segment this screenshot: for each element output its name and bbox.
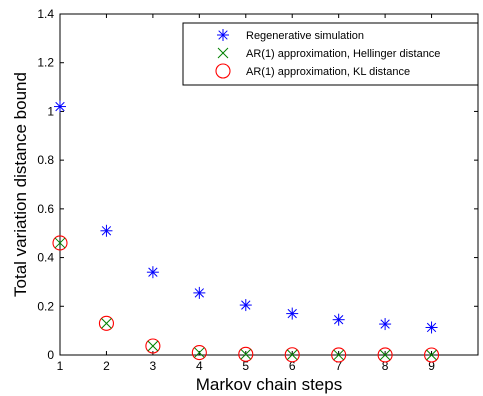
- data-point-circle: [52, 235, 68, 251]
- x-tick-label: 8: [382, 359, 389, 373]
- data-point-asterisk: [239, 299, 252, 312]
- x-ticks: 1 2 3 4 5 6 7 8 9: [57, 14, 435, 373]
- x-axis-label: Markov chain steps: [196, 375, 342, 394]
- x-tick-label: 3: [150, 359, 157, 373]
- y-tick-label: 0.8: [37, 153, 54, 167]
- data-point-asterisk: [332, 313, 345, 326]
- data-point-x: [333, 349, 345, 361]
- data-point-asterisk: [379, 318, 392, 331]
- y-tick-label: 0: [47, 348, 54, 362]
- legend-entry: Regenerative simulation: [246, 30, 364, 42]
- x-tick-label: 5: [242, 359, 249, 373]
- legend-entry: AR(1) approximation, KL distance: [246, 66, 410, 78]
- data-point-circle: [98, 315, 114, 331]
- data-point-circle: [238, 346, 254, 362]
- data-point-x: [54, 237, 66, 249]
- data-point-x: [240, 348, 252, 360]
- legend-marker: [215, 63, 231, 79]
- data-point-x: [379, 349, 391, 361]
- y-tick-label: 0.2: [37, 299, 54, 313]
- y-axis-label: Total variation distance bound: [11, 72, 30, 297]
- x-tick-label: 1: [57, 359, 64, 373]
- y-tick-label: 0.6: [37, 202, 54, 216]
- data-point-x: [426, 349, 437, 361]
- legend-box: [182, 22, 479, 86]
- x-tick-label: 7: [335, 359, 342, 373]
- data-point-asterisk: [146, 266, 159, 279]
- x-tick-label: 4: [196, 359, 203, 373]
- y-tick-label: 1.2: [37, 56, 54, 70]
- legend-entry: AR(1) approximation, Hellinger distance: [246, 48, 440, 60]
- x-tick-label: 9: [428, 359, 435, 373]
- data-point-circle: [284, 347, 300, 363]
- data-point-asterisk: [425, 321, 438, 334]
- y-ticks: 0 0.2 0.4 0.6 0.8 1 1.2 1.4: [37, 7, 478, 362]
- data-point-asterisk: [286, 307, 299, 320]
- axes: [59, 13, 479, 356]
- data-point-asterisk: [193, 286, 206, 299]
- legend-marker: [217, 29, 229, 41]
- y-tick-label: 1: [47, 104, 54, 118]
- y-tick-label: 1.4: [37, 7, 54, 21]
- data-marks: [52, 100, 440, 363]
- legend-marker: [217, 47, 229, 59]
- legend: Regenerative simulation AR(1) approximati…: [182, 22, 479, 86]
- data-point-asterisk: [54, 100, 66, 113]
- data-point-circle: [424, 347, 440, 363]
- data-point-asterisk: [100, 224, 113, 237]
- y-tick-label: 0.4: [37, 251, 54, 265]
- data-point-x: [147, 340, 159, 352]
- plot-frame: [59, 13, 479, 356]
- data-point-x: [101, 317, 112, 329]
- data-point-x: [286, 349, 298, 361]
- data-point-circle: [331, 347, 347, 363]
- data-point-circle: [145, 338, 161, 354]
- data-point-circle: [191, 345, 207, 361]
- x-tick-label: 2: [103, 359, 110, 373]
- x-tick-label: 6: [289, 359, 296, 373]
- data-point-x: [193, 347, 205, 358]
- data-point-circle: [377, 347, 393, 363]
